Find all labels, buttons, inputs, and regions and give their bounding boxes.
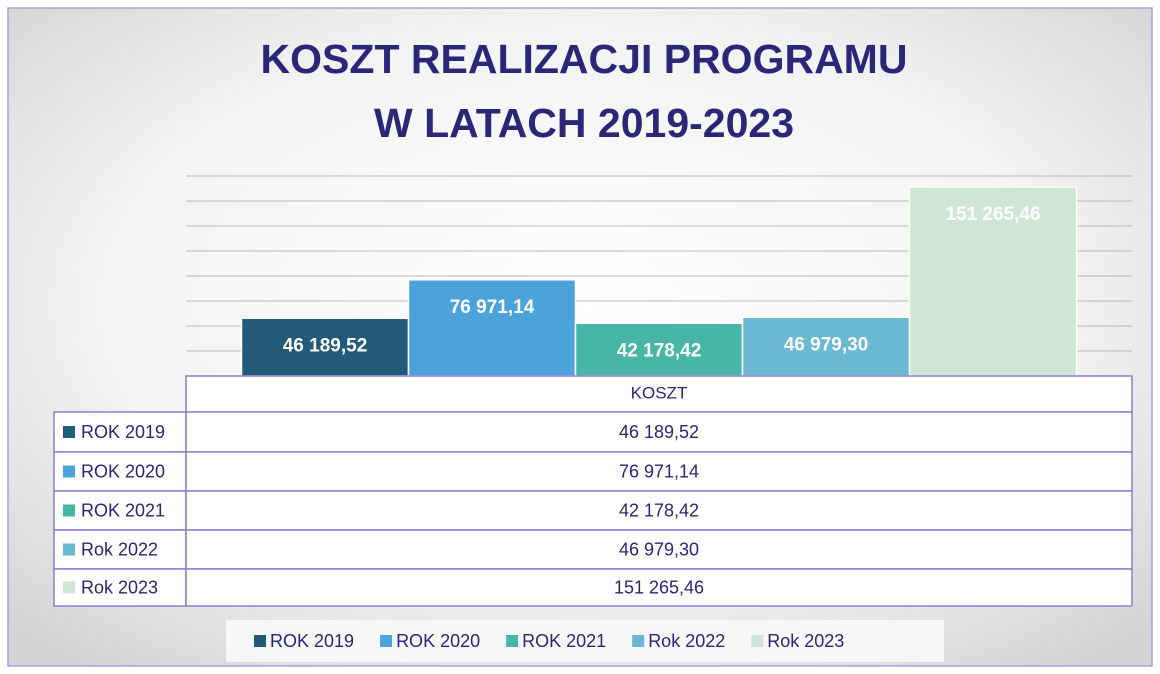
data-label: 42 178,42 [617,340,702,361]
table-row-head [53,451,187,492]
table-row [185,568,1133,607]
legend-label: ROK 2020 [396,631,480,651]
legend-key [751,635,764,647]
table-row-label: Rok 2022 [81,539,158,559]
legend-label: ROK 2019 [270,631,354,651]
data-label: 151 265,46 [945,204,1040,225]
table-row-head [53,411,187,453]
legend-key [254,635,266,647]
legend-key [63,504,75,517]
bar [741,316,911,377]
legend-label: Rok 2023 [767,631,844,651]
bar [407,279,577,377]
table-row [185,490,1133,531]
chart-title: W LATACH 2019-2023 [374,100,794,146]
legend-label: ROK 2021 [522,631,606,651]
table-row [185,411,1133,453]
legend-key [63,543,75,556]
legend-key [380,635,393,647]
legend-key [63,465,75,478]
data-label: 46 189,52 [283,335,368,356]
table-row-label: ROK 2021 [81,500,165,520]
table-cell: 76 971,14 [619,461,699,481]
legend-key [506,635,519,647]
legend-key [63,581,75,594]
table-cell: 151 265,46 [614,577,704,597]
bar [240,317,410,377]
table-header-label: KOSZT [631,383,688,402]
table-row-label: ROK 2020 [81,461,165,481]
table-cell: 46 979,30 [619,539,699,559]
legend-key [63,426,75,438]
table-row-label: ROK 2019 [81,422,165,442]
data-label: 76 971,14 [450,297,535,318]
bar [908,186,1078,377]
table-row [185,451,1133,492]
legend-label: Rok 2022 [648,631,725,651]
table-row-label: Rok 2023 [81,577,158,597]
legend-key [632,635,645,647]
table-cell: 46 189,52 [619,422,699,442]
bar [574,322,744,377]
chart-title: KOSZT REALIZACJI PROGRAMU [261,36,908,82]
table-row-head [53,568,187,607]
legend-box [226,620,944,662]
table-cell: 42 178,42 [619,500,699,520]
data-label: 46 979,30 [784,334,869,355]
